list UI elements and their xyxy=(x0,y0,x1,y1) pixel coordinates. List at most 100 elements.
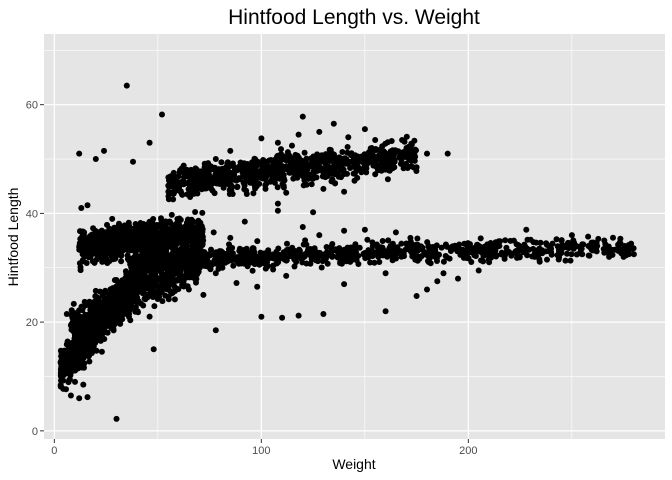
data-point xyxy=(553,236,560,243)
data-point xyxy=(238,252,244,259)
data-point xyxy=(66,377,73,383)
data-point xyxy=(289,142,295,149)
data-point xyxy=(342,158,349,165)
data-point xyxy=(379,238,386,244)
data-point xyxy=(58,363,65,370)
data-point xyxy=(176,216,183,223)
data-point xyxy=(372,137,379,143)
x-tick-label: 100 xyxy=(252,445,270,457)
data-point xyxy=(602,241,609,248)
data-point xyxy=(192,165,199,172)
data-point xyxy=(585,243,592,249)
data-point xyxy=(399,137,406,143)
data-point xyxy=(362,255,369,262)
data-point xyxy=(75,312,82,319)
data-point xyxy=(332,180,338,187)
data-point xyxy=(610,234,616,241)
data-point xyxy=(157,254,164,261)
grid-lines xyxy=(44,34,665,439)
data-point xyxy=(230,262,237,269)
data-point xyxy=(367,145,374,152)
data-point xyxy=(109,215,116,222)
data-point xyxy=(348,150,355,157)
data-point xyxy=(106,258,113,265)
data-point xyxy=(192,173,199,180)
data-point xyxy=(80,247,87,254)
data-point xyxy=(81,298,88,305)
data-point xyxy=(74,359,81,366)
data-point xyxy=(480,258,487,265)
data-point xyxy=(110,327,117,334)
data-point xyxy=(455,248,462,255)
data-point xyxy=(68,311,75,318)
data-point xyxy=(335,252,342,259)
data-point xyxy=(258,313,265,320)
data-point xyxy=(196,245,203,252)
data-point xyxy=(144,231,150,238)
data-point xyxy=(78,306,85,313)
data-point xyxy=(291,263,298,270)
data-point xyxy=(81,360,88,367)
data-point xyxy=(345,134,352,141)
x-axis-ticks: 0 100 200 xyxy=(51,439,478,457)
data-point xyxy=(310,174,317,181)
data-point xyxy=(440,270,447,277)
data-point xyxy=(212,270,219,277)
data-point xyxy=(253,162,260,169)
data-point xyxy=(97,319,104,326)
data-point xyxy=(133,229,140,236)
data-point xyxy=(616,246,623,253)
data-point xyxy=(322,174,329,181)
data-point xyxy=(202,254,209,261)
data-point xyxy=(261,158,268,165)
data-point xyxy=(496,243,503,249)
data-point xyxy=(108,286,115,293)
data-point xyxy=(322,165,329,172)
data-point xyxy=(193,180,200,187)
data-point xyxy=(101,147,107,154)
data-point xyxy=(326,158,333,164)
data-point xyxy=(104,319,111,326)
data-point xyxy=(449,243,456,250)
data-point xyxy=(154,296,161,302)
data-point xyxy=(238,247,245,254)
data-point xyxy=(212,327,219,334)
data-point xyxy=(531,253,538,260)
data-point xyxy=(234,257,241,264)
data-point xyxy=(93,347,100,354)
data-point xyxy=(530,239,537,246)
data-point xyxy=(118,252,125,259)
data-point xyxy=(517,243,524,250)
data-point xyxy=(193,276,200,282)
data-point xyxy=(96,248,103,255)
data-point xyxy=(486,259,493,266)
data-point xyxy=(387,148,394,155)
data-point xyxy=(514,250,520,257)
data-point xyxy=(301,253,308,260)
data-point xyxy=(114,239,120,246)
data-point xyxy=(399,153,406,160)
data-point xyxy=(415,247,421,254)
data-point xyxy=(83,339,90,346)
data-point xyxy=(414,241,421,248)
data-point xyxy=(72,378,78,385)
data-point xyxy=(171,278,178,285)
data-point xyxy=(258,135,265,142)
data-point xyxy=(320,311,327,317)
data-point xyxy=(258,167,265,174)
data-point xyxy=(157,221,164,228)
data-point xyxy=(544,256,550,263)
data-point xyxy=(318,264,325,271)
data-point xyxy=(131,287,138,294)
data-point xyxy=(274,139,281,146)
data-point xyxy=(171,296,178,303)
data-point xyxy=(606,253,613,260)
data-point xyxy=(270,157,277,164)
data-point xyxy=(389,257,396,264)
data-point xyxy=(106,225,113,232)
data-point xyxy=(186,254,193,261)
data-point xyxy=(163,243,170,250)
data-point xyxy=(310,209,317,216)
data-point xyxy=(152,290,159,297)
data-point xyxy=(70,367,77,374)
